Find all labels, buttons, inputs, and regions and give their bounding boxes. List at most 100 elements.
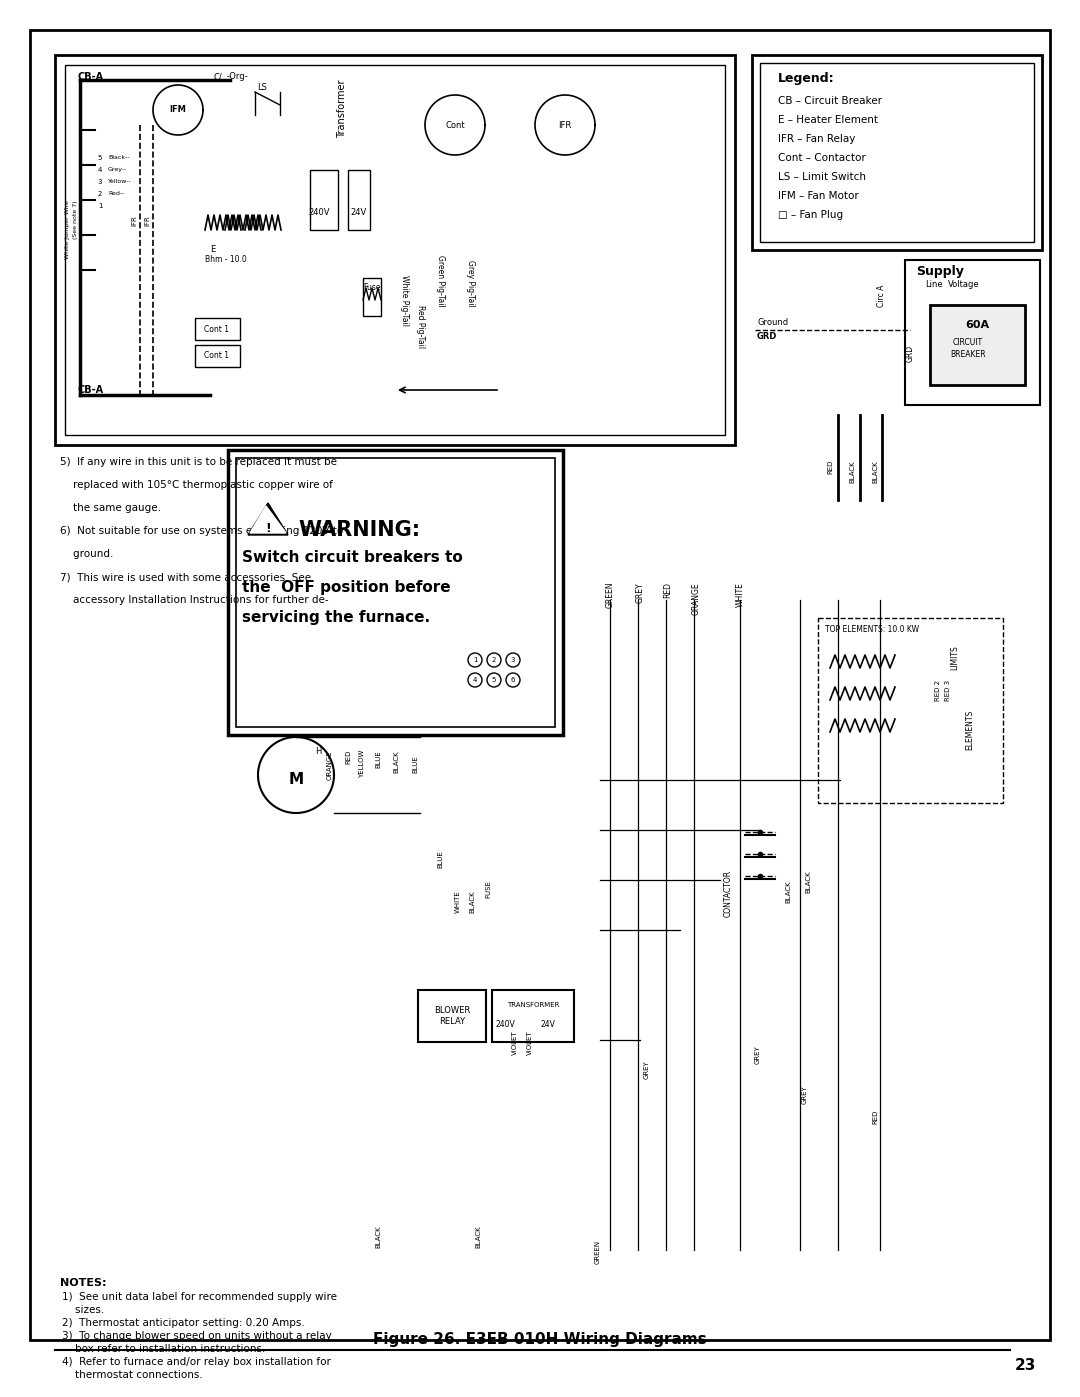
Text: 6)  Not suitable for use on systems exceeding 120V to: 6) Not suitable for use on systems excee…: [60, 527, 343, 536]
Text: 3)  To change blower speed on units without a relay: 3) To change blower speed on units witho…: [62, 1331, 332, 1341]
Text: 24V: 24V: [541, 1020, 555, 1030]
Text: BREAKER: BREAKER: [950, 351, 986, 359]
Bar: [65, 66, 725, 434]
Text: GRD: GRD: [757, 332, 778, 341]
Bar: [418, 990, 486, 1042]
Text: BLACK: BLACK: [872, 460, 878, 482]
Text: IFM – Fan Motor: IFM – Fan Motor: [778, 191, 859, 201]
Text: FUSE: FUSE: [485, 880, 491, 898]
Text: CB-A: CB-A: [78, 73, 104, 82]
Bar: [195, 319, 240, 339]
Bar: [348, 170, 370, 231]
Text: 6: 6: [511, 678, 515, 683]
Text: E: E: [210, 244, 215, 254]
Text: Switch circuit breakers to: Switch circuit breakers to: [242, 550, 462, 564]
Text: WHITE: WHITE: [455, 890, 461, 912]
Text: WARNING:: WARNING:: [298, 520, 420, 541]
Text: GREY: GREY: [635, 583, 645, 602]
Text: NOTES:: NOTES:: [60, 1278, 107, 1288]
Text: M: M: [288, 773, 303, 788]
Text: Cont – Contactor: Cont – Contactor: [778, 154, 866, 163]
Polygon shape: [248, 503, 288, 535]
Text: the same gauge.: the same gauge.: [60, 503, 161, 513]
Text: WHITE: WHITE: [735, 583, 744, 606]
Text: LIMITS: LIMITS: [950, 645, 959, 669]
Text: 2: 2: [98, 191, 103, 197]
Text: replaced with 105°C thermoplastic copper wire of: replaced with 105°C thermoplastic copper…: [60, 481, 333, 490]
Text: 4: 4: [98, 168, 103, 173]
Text: BLACK: BLACK: [849, 460, 855, 482]
Text: -Org-: -Org-: [227, 73, 248, 81]
Text: GREY: GREY: [644, 1060, 650, 1078]
Bar: [55, 54, 735, 446]
Text: Red--: Red--: [108, 191, 124, 196]
Text: BLACK: BLACK: [393, 750, 399, 773]
Text: ORANGE: ORANGE: [691, 583, 701, 615]
Bar: [228, 450, 563, 735]
Text: CB-A: CB-A: [78, 386, 104, 395]
Text: 2: 2: [491, 657, 496, 664]
Text: Supply: Supply: [916, 265, 964, 278]
Text: Yellow--: Yellow--: [108, 179, 132, 184]
Text: Black--: Black--: [108, 155, 130, 161]
Text: E – Heater Element: E – Heater Element: [778, 115, 878, 124]
Text: 240V: 240V: [308, 208, 329, 217]
Text: □ – Fan Plug: □ – Fan Plug: [778, 210, 843, 219]
Text: White Jumper Wire: White Jumper Wire: [66, 200, 70, 258]
Text: ELEMENTS: ELEMENTS: [966, 710, 974, 750]
Text: 60A: 60A: [964, 320, 989, 330]
Text: TRANSFORMER: TRANSFORMER: [507, 1002, 559, 1009]
Text: TOP ELEMENTS: 10.0 KW: TOP ELEMENTS: 10.0 KW: [825, 624, 919, 634]
Text: Grey Pig-Tail: Grey Pig-Tail: [465, 260, 474, 307]
Bar: [930, 305, 1025, 386]
Text: IFR: IFR: [131, 215, 137, 226]
Text: GREY: GREY: [755, 1045, 761, 1063]
Text: Figure 26. E3EB 010H Wiring Diagrams: Figure 26. E3EB 010H Wiring Diagrams: [373, 1331, 707, 1347]
Text: White Pig-Tail: White Pig-Tail: [401, 275, 409, 326]
Text: GREEN: GREEN: [595, 1241, 600, 1264]
Text: IFR: IFR: [144, 215, 150, 226]
Text: IFR: IFR: [558, 120, 571, 130]
Text: RED: RED: [827, 460, 833, 475]
Text: 1: 1: [98, 203, 103, 210]
Text: C/: C/: [213, 73, 221, 81]
Text: 3: 3: [98, 179, 103, 184]
Text: 2)  Thermostat anticipator setting: 0.20 Amps.: 2) Thermostat anticipator setting: 0.20 …: [62, 1317, 305, 1329]
Text: IFM: IFM: [170, 106, 187, 115]
Text: Cont 1: Cont 1: [204, 352, 229, 360]
Bar: [905, 260, 1040, 405]
Polygon shape: [249, 506, 286, 534]
Text: ORANGE: ORANGE: [327, 750, 333, 780]
Text: RED 2: RED 2: [935, 680, 941, 701]
Text: 4)  Refer to furnace and/or relay box installation for: 4) Refer to furnace and/or relay box ins…: [62, 1356, 330, 1368]
Text: GRD: GRD: [905, 345, 915, 362]
Text: Green Pig-Tail: Green Pig-Tail: [435, 256, 445, 307]
Text: 23: 23: [1014, 1358, 1036, 1373]
Text: servicing the furnace.: servicing the furnace.: [242, 610, 430, 624]
Text: BLACK: BLACK: [805, 870, 811, 893]
Text: BLACK: BLACK: [475, 1225, 481, 1248]
Bar: [310, 170, 338, 231]
Text: GREEN: GREEN: [606, 583, 615, 609]
Text: Legend:: Legend:: [778, 73, 835, 85]
Text: VIOLET: VIOLET: [512, 1030, 518, 1055]
Text: 5: 5: [491, 678, 496, 683]
Text: GREY: GREY: [802, 1085, 808, 1104]
Text: Line: Line: [924, 279, 943, 289]
Text: RED 3: RED 3: [945, 680, 951, 701]
Text: Cont: Cont: [445, 120, 464, 130]
Text: 1)  See unit data label for recommended supply wire: 1) See unit data label for recommended s…: [62, 1292, 337, 1302]
Text: 3: 3: [511, 657, 515, 664]
Text: H: H: [314, 747, 321, 756]
Text: Bhm - 10.0: Bhm - 10.0: [205, 256, 246, 264]
Text: Transformer: Transformer: [337, 80, 347, 138]
Text: CONTACTOR: CONTACTOR: [724, 870, 732, 916]
Text: VIOLET: VIOLET: [527, 1030, 534, 1055]
Text: LS: LS: [257, 82, 267, 92]
Text: Ground: Ground: [757, 319, 788, 327]
Text: CIRCUIT: CIRCUIT: [953, 338, 983, 346]
Text: YELLOW: YELLOW: [359, 750, 365, 778]
Text: 5: 5: [98, 155, 103, 161]
Text: 5)  If any wire in this unit is to be replaced it must be: 5) If any wire in this unit is to be rep…: [60, 457, 337, 467]
Text: Fuse: Fuse: [363, 284, 381, 292]
